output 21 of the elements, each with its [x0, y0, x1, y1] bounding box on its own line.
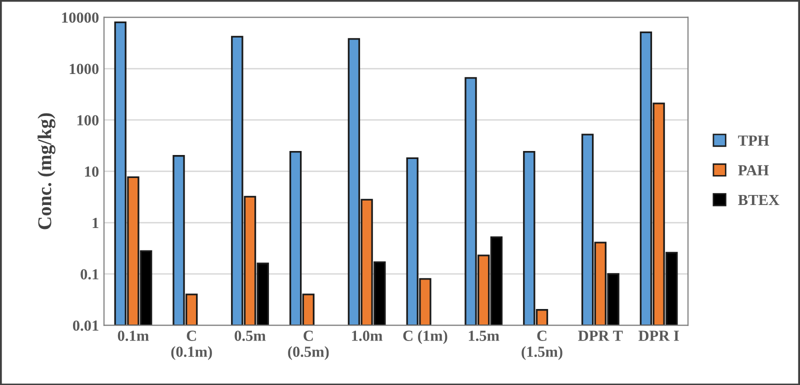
x-tick-label: 0.1m — [118, 330, 149, 342]
y-tick-label: 10 — [85, 166, 99, 177]
legend-label: PAH — [738, 165, 769, 176]
x-tick-label: DPR T — [578, 330, 623, 341]
legend-label: TPH — [738, 136, 770, 146]
x-tick-label: C (0.5m) — [288, 330, 329, 360]
x-tick-label: 1.5m — [468, 330, 500, 342]
x-tick-label: C (1.5m) — [522, 330, 562, 360]
y-tick-label: 10000 — [62, 12, 99, 23]
y-tick-label: 1 — [92, 218, 98, 228]
y-tick-label: 0.1 — [80, 269, 98, 280]
legend-label: BTEX — [738, 194, 780, 206]
y-tick-label: 0.01 — [72, 320, 98, 331]
y-axis-title: Conc. (mg/kg) — [38, 113, 56, 230]
x-tick-label: C (0.1m) — [171, 330, 212, 360]
y-tick-label: 1000 — [70, 64, 99, 74]
y-tick-label: 100 — [77, 115, 99, 126]
x-tick-label: 0.5m — [234, 330, 266, 342]
x-tick-label: C (1m) — [403, 330, 448, 344]
x-tick-label: 1.0m — [352, 330, 382, 342]
x-tick-label: DPR I — [638, 330, 679, 341]
